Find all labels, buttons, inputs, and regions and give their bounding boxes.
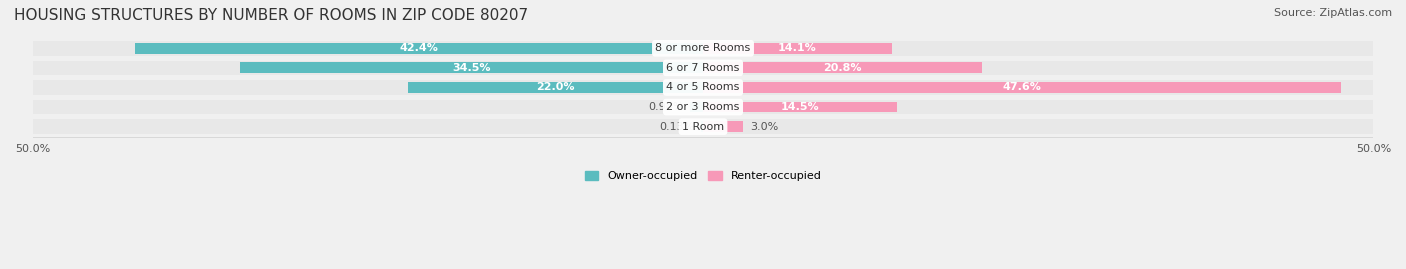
Bar (32, 100, 703, 114)
Bar (703, 102, 897, 112)
Bar (703, 43, 891, 54)
Bar (32, 80, 703, 95)
Text: 42.4%: 42.4% (399, 43, 439, 53)
Text: Source: ZipAtlas.com: Source: ZipAtlas.com (1274, 8, 1392, 18)
Text: 34.5%: 34.5% (453, 63, 491, 73)
Bar (703, 82, 1341, 93)
Text: 8 or more Rooms: 8 or more Rooms (655, 43, 751, 53)
Text: HOUSING STRUCTURES BY NUMBER OF ROOMS IN ZIP CODE 80207: HOUSING STRUCTURES BY NUMBER OF ROOMS IN… (14, 8, 529, 23)
Text: 2 or 3 Rooms: 2 or 3 Rooms (666, 102, 740, 112)
Bar (32, 41, 703, 56)
Bar (32, 61, 703, 75)
Text: 4 or 5 Rooms: 4 or 5 Rooms (666, 83, 740, 93)
Bar (703, 62, 981, 73)
Bar (408, 82, 703, 93)
Bar (702, 121, 703, 132)
Bar (135, 43, 703, 54)
Text: 14.5%: 14.5% (780, 102, 820, 112)
Text: 14.1%: 14.1% (778, 43, 817, 53)
Bar (703, 119, 1374, 134)
Bar (703, 61, 1374, 75)
Text: 0.94%: 0.94% (648, 102, 683, 112)
Bar (703, 80, 1374, 95)
Text: 0.13%: 0.13% (659, 122, 695, 132)
Text: 6 or 7 Rooms: 6 or 7 Rooms (666, 63, 740, 73)
Bar (703, 121, 744, 132)
Text: 20.8%: 20.8% (823, 63, 862, 73)
Bar (240, 62, 703, 73)
Bar (690, 102, 703, 112)
Bar (32, 119, 703, 134)
Text: 3.0%: 3.0% (749, 122, 778, 132)
Legend: Owner-occupied, Renter-occupied: Owner-occupied, Renter-occupied (581, 167, 825, 186)
Text: 47.6%: 47.6% (1002, 83, 1042, 93)
Text: 1 Room: 1 Room (682, 122, 724, 132)
Bar (703, 100, 1374, 114)
Bar (703, 41, 1374, 56)
Text: 22.0%: 22.0% (536, 83, 575, 93)
